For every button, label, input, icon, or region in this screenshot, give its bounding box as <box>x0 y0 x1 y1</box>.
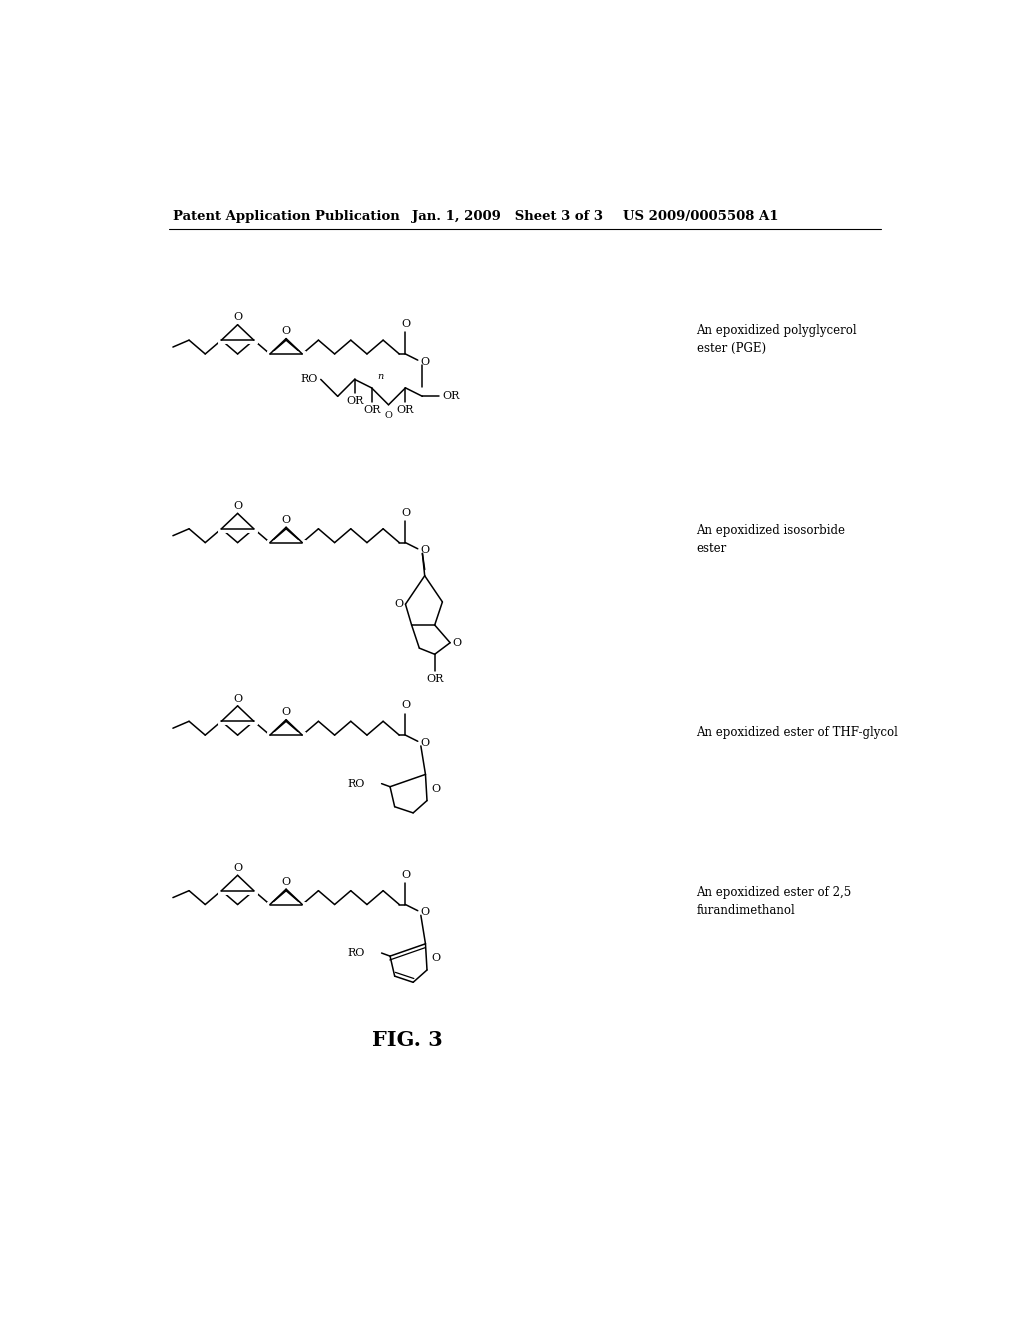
Text: n: n <box>377 372 383 381</box>
Text: An epoxidized polyglycerol
ester (PGE): An epoxidized polyglycerol ester (PGE) <box>696 323 857 355</box>
Text: OR: OR <box>362 405 380 414</box>
Text: O: O <box>432 784 440 795</box>
Text: FIG. 3: FIG. 3 <box>373 1030 443 1049</box>
Text: O: O <box>282 708 291 718</box>
Text: O: O <box>421 356 430 367</box>
Text: O: O <box>400 508 410 517</box>
Text: An epoxidized ester of THF-glycol: An epoxidized ester of THF-glycol <box>696 726 898 739</box>
Text: O: O <box>233 693 242 704</box>
Text: O: O <box>282 876 291 887</box>
Text: An epoxidized isosorbide
ester: An epoxidized isosorbide ester <box>696 524 846 554</box>
Text: O: O <box>233 863 242 873</box>
Text: OR: OR <box>442 391 460 401</box>
Text: O: O <box>233 502 242 511</box>
Text: OR: OR <box>396 405 414 414</box>
Text: RO: RO <box>347 779 365 788</box>
Text: O: O <box>421 545 430 556</box>
Text: O: O <box>400 701 410 710</box>
Text: US 2009/0005508 A1: US 2009/0005508 A1 <box>624 210 779 223</box>
Text: O: O <box>421 738 430 748</box>
Text: O: O <box>421 907 430 917</box>
Text: O: O <box>282 515 291 525</box>
Text: An epoxidized ester of 2,5
furandimethanol: An epoxidized ester of 2,5 furandimethan… <box>696 886 852 917</box>
Text: O: O <box>400 870 410 880</box>
Text: Patent Application Publication: Patent Application Publication <box>173 210 399 223</box>
Text: O: O <box>385 411 392 420</box>
Text: O: O <box>400 319 410 330</box>
Text: O: O <box>282 326 291 337</box>
Text: O: O <box>233 313 242 322</box>
Text: Jan. 1, 2009   Sheet 3 of 3: Jan. 1, 2009 Sheet 3 of 3 <box>412 210 602 223</box>
Text: RO: RO <box>347 948 365 958</box>
Text: O: O <box>453 638 462 648</box>
Text: O: O <box>432 953 440 964</box>
Text: OR: OR <box>426 675 443 684</box>
Text: RO: RO <box>300 375 317 384</box>
Text: O: O <box>394 599 403 610</box>
Text: OR: OR <box>346 396 364 407</box>
